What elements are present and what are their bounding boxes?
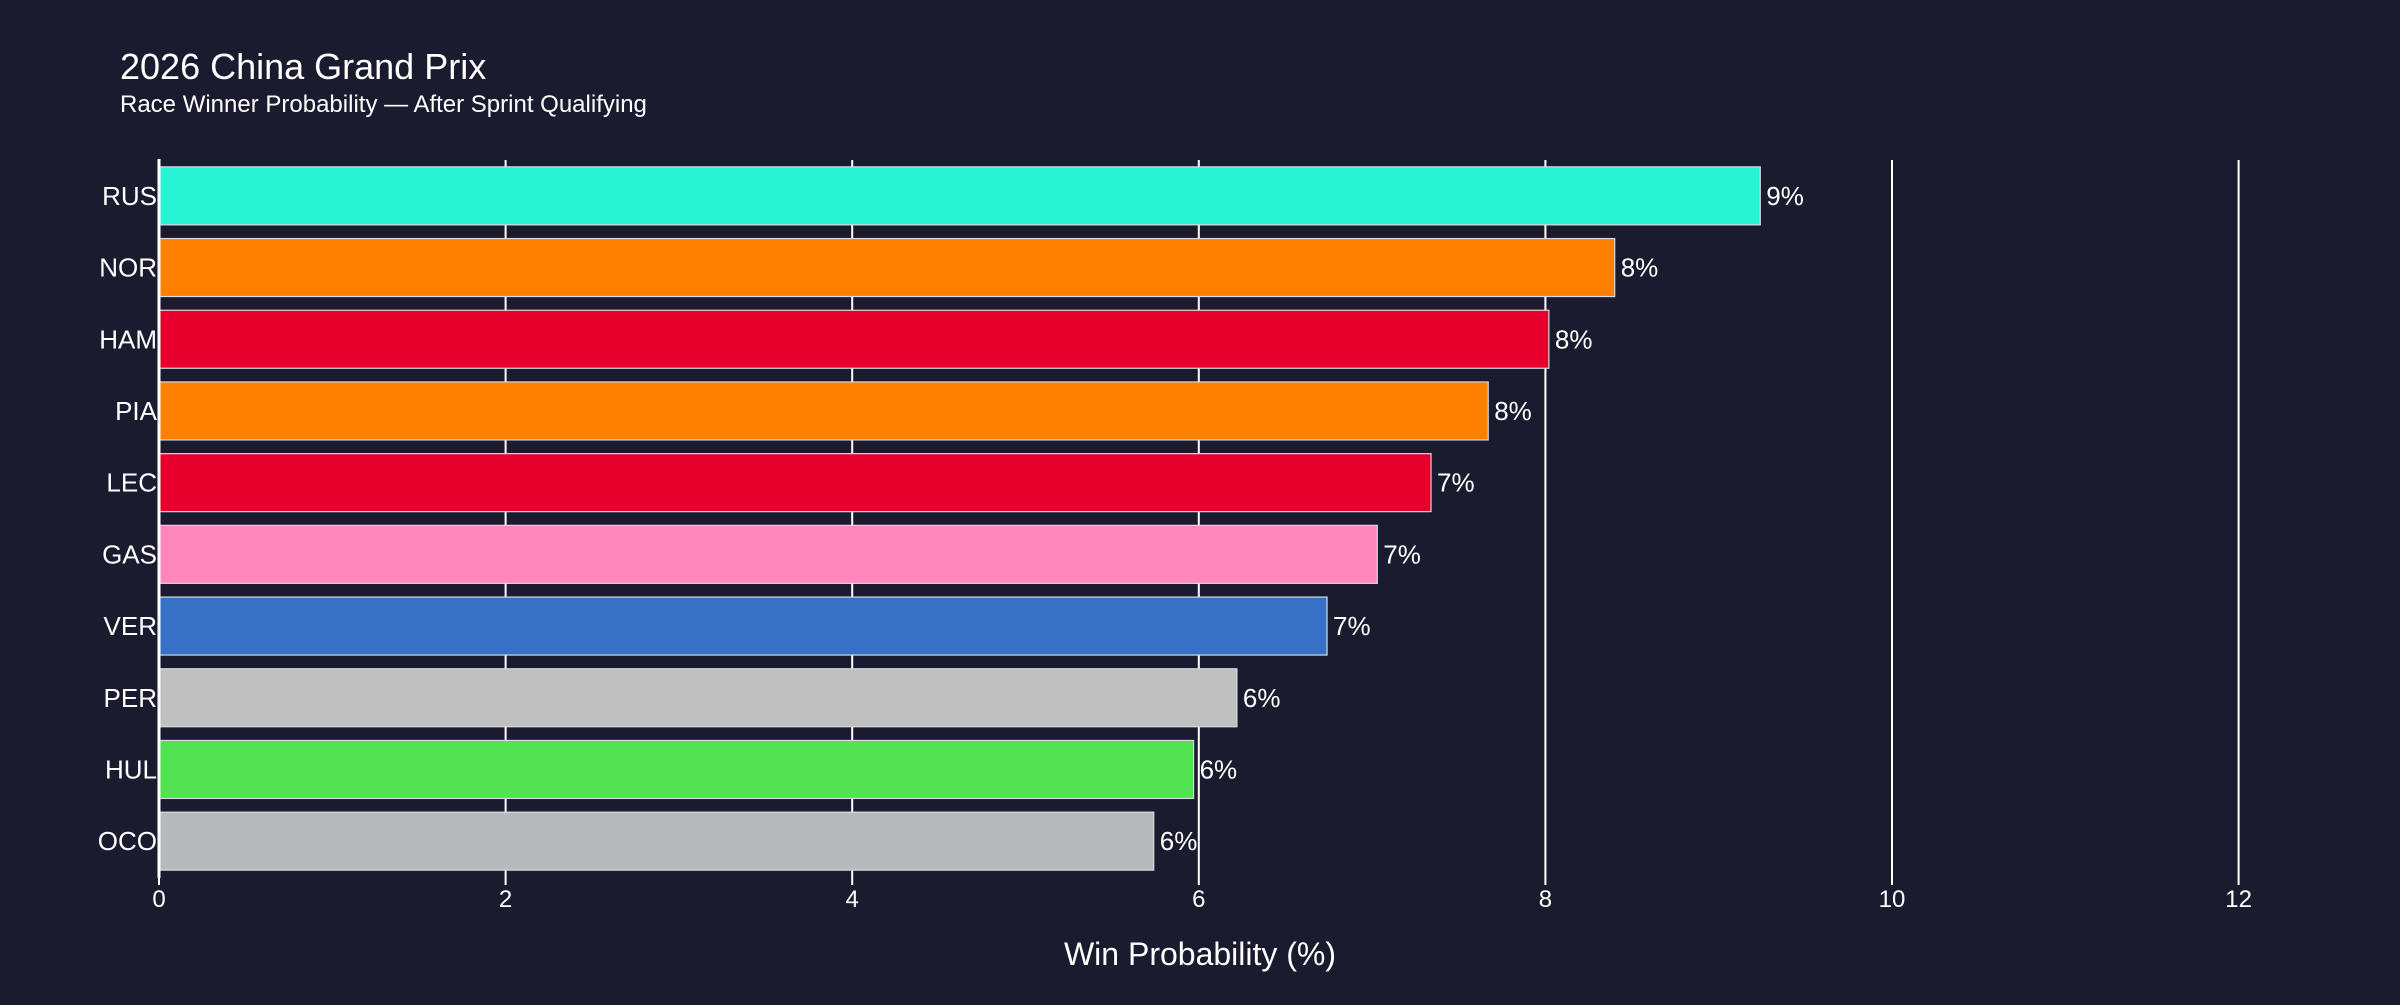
bar-nor bbox=[158, 237, 1616, 298]
bar-pia bbox=[158, 381, 1489, 441]
bar-hul bbox=[158, 739, 1195, 800]
x-tick-label: 12 bbox=[2225, 886, 2252, 913]
data-label: 7% bbox=[1333, 611, 1371, 641]
y-tick-label: GAS bbox=[102, 539, 157, 569]
data-label: 6% bbox=[1200, 754, 1238, 784]
y-tick-label: NOR bbox=[99, 253, 157, 283]
chart-title: 2026 China Grand Prix bbox=[120, 46, 486, 87]
y-tick-label: LEC bbox=[106, 468, 157, 498]
y-axis-labels: RUS NOR HAM PIA LEC GAS VER PER HUL OCO bbox=[98, 181, 158, 856]
x-tick-label: 0 bbox=[152, 886, 165, 913]
bar-ham bbox=[158, 309, 1550, 369]
bar-lec bbox=[158, 453, 1432, 513]
x-tick-label: 2 bbox=[499, 886, 512, 913]
bar-oco bbox=[158, 811, 1155, 871]
x-axis-ticks: 0 2 4 6 8 10 12 bbox=[152, 877, 2252, 913]
x-axis-label: Win Probability (%) bbox=[1064, 936, 1336, 972]
x-tick-label: 6 bbox=[1192, 886, 1205, 913]
chart-subtitle: Race Winner Probability — After Sprint Q… bbox=[120, 91, 647, 118]
data-label: 9% bbox=[1766, 181, 1804, 211]
data-label: 8% bbox=[1621, 253, 1659, 283]
y-tick-label: PER bbox=[104, 683, 157, 713]
y-tick-label: PIA bbox=[115, 396, 158, 426]
y-tick-label: HAM bbox=[99, 324, 157, 354]
data-label: 7% bbox=[1437, 468, 1475, 498]
y-tick-label: HUL bbox=[105, 754, 157, 784]
bar-ver bbox=[158, 596, 1328, 656]
bar-rus bbox=[158, 166, 1761, 226]
y-tick-label: VER bbox=[104, 611, 157, 641]
x-tick-label: 4 bbox=[846, 886, 859, 913]
y-tick-label: OCO bbox=[98, 826, 157, 856]
data-label: 8% bbox=[1555, 324, 1593, 354]
data-label: 7% bbox=[1383, 539, 1421, 569]
x-tick-label: 10 bbox=[1879, 886, 1906, 913]
bar-gas bbox=[158, 524, 1378, 584]
data-label: 8% bbox=[1494, 396, 1532, 426]
bars: 9% 8% 8% 8% 7% 7% 7% 6% 6% 6% bbox=[158, 166, 1804, 871]
data-label: 6% bbox=[1243, 683, 1281, 713]
x-tick-label: 8 bbox=[1539, 886, 1552, 913]
bar-per bbox=[158, 668, 1238, 728]
y-tick-label: RUS bbox=[102, 181, 157, 211]
data-label: 6% bbox=[1160, 826, 1198, 856]
